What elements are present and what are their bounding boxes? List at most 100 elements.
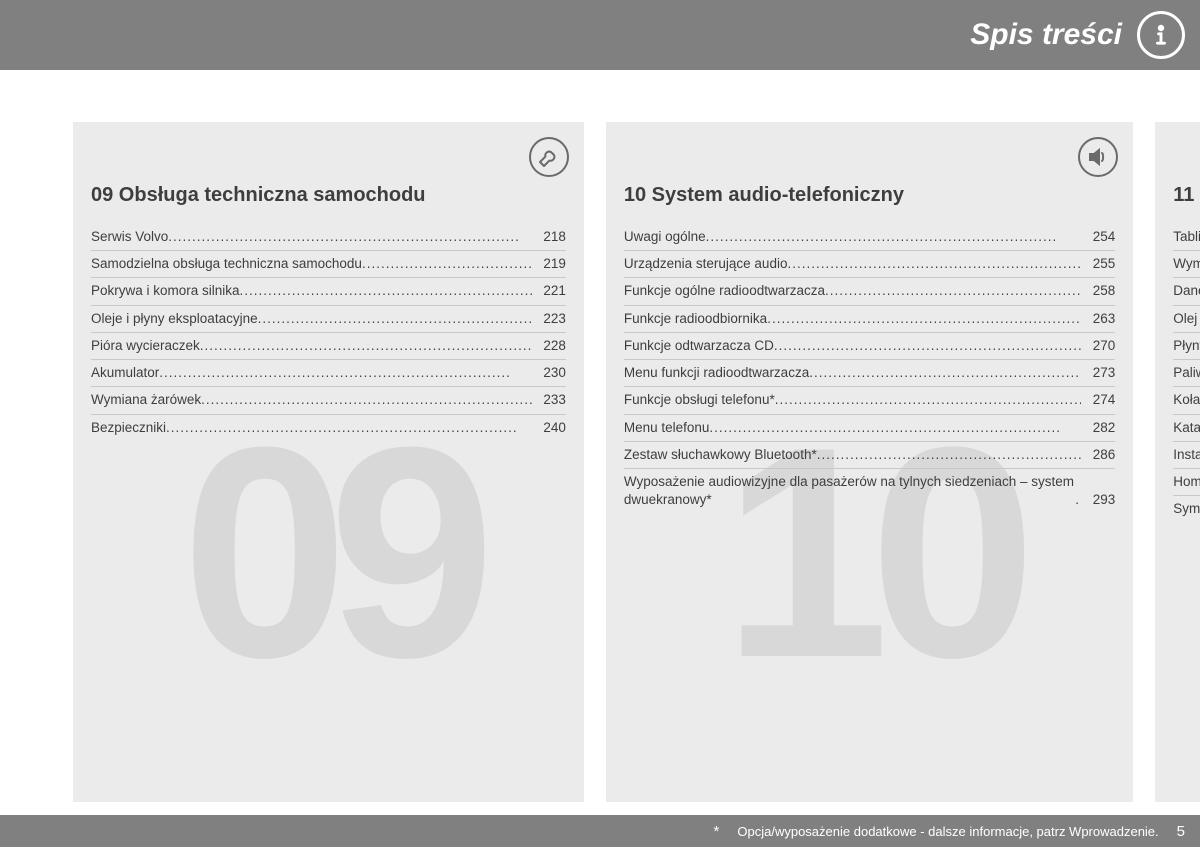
entry-label: Wymiary i masy xyxy=(1173,255,1200,273)
entry-page: 219 xyxy=(532,255,566,273)
entry-label: Homologacja xyxy=(1173,473,1200,491)
toc-entry: Olej silnikowy..........................… xyxy=(1173,306,1200,333)
entry-dots: ........................................… xyxy=(706,228,1082,246)
footnote-star: * xyxy=(714,823,720,840)
toc-entry: Urządzenia sterujące audio..............… xyxy=(624,251,1115,278)
toc-entry: Tabliczki znamionowe....................… xyxy=(1173,224,1200,251)
entry-dots: ........................................… xyxy=(775,391,1082,409)
toc-entry: Płyny i smary...........................… xyxy=(1173,333,1200,360)
section-title: 09 Obsługa techniczna samochodu xyxy=(91,182,566,208)
toc-entry: Pokrywa i komora silnika................… xyxy=(91,278,566,305)
entry-dots: ........................................… xyxy=(825,282,1081,300)
toc-entry: Katalizator.............................… xyxy=(1173,415,1200,442)
entry-label: Funkcje ogólne radioodtwarzacza xyxy=(624,282,825,300)
entry-page: 282 xyxy=(1081,419,1115,437)
entry-label: Funkcje radioodbiornika xyxy=(624,310,767,328)
entry-page: 218 xyxy=(532,228,566,246)
page-number: 5 xyxy=(1177,823,1185,840)
toc-entry: Funkcje obsługi telefonu*...............… xyxy=(624,387,1115,414)
columns-container: 09 09 Obsługa techniczna samochodu Serwis … xyxy=(73,122,1127,802)
toc-entries: Serwis Volvo............................… xyxy=(91,224,566,441)
entry-label: Symbole na wyświetlaczu xyxy=(1173,500,1200,518)
entry-label: Zestaw słuchawkowy Bluetooth* xyxy=(624,446,817,464)
entry-page: 293 xyxy=(1081,491,1115,509)
entry-page: 274 xyxy=(1081,391,1115,409)
toc-column: 09 09 Obsługa techniczna samochodu Serwis … xyxy=(73,122,584,802)
toc-entry: Wymiana żarówek.........................… xyxy=(91,387,566,414)
toc-entry: Wymiary i masy..........................… xyxy=(1173,251,1200,278)
entry-dots: ........................................… xyxy=(258,310,532,328)
info-icon xyxy=(1137,11,1185,59)
toc-column: 1010 System audio-telefonicznyUwagi ogól… xyxy=(606,122,1133,802)
toc-entry: Bezpieczniki............................… xyxy=(91,415,566,441)
entry-dots: ........................................… xyxy=(362,255,532,273)
entry-label: Tabliczki znamionowe xyxy=(1173,228,1200,246)
entry-page: 240 xyxy=(532,419,566,437)
toc-entries: Tabliczki znamionowe....................… xyxy=(1173,224,1200,522)
entry-label: Paliwo xyxy=(1173,364,1200,382)
toc-entry: Menu telefonu...........................… xyxy=(624,415,1115,442)
entry-page: 230 xyxy=(532,364,566,382)
toc-entry: Koła i opony, rozmiary i wartości ciśnie… xyxy=(1173,387,1200,414)
entry-label: Funkcje odtwarzacza CD xyxy=(624,337,774,355)
entry-label: Pokrywa i komora silnika xyxy=(91,282,240,300)
toc-entry: Wyposażenie audiowizyjne dla pasażerów n… xyxy=(624,469,1115,513)
section-title: 10 System audio-telefoniczny xyxy=(624,182,1115,208)
toc-entry: Paliwo..................................… xyxy=(1173,360,1200,387)
toc-entry: Homologacja.............................… xyxy=(1173,469,1200,496)
entry-label: Wymiana żarówek xyxy=(91,391,201,409)
entry-dots: ........................................… xyxy=(240,282,532,300)
entry-label: Menu funkcji radioodtwarzacza xyxy=(624,364,809,382)
entry-dots: ........................................… xyxy=(787,255,1081,273)
entry-page: 270 xyxy=(1081,337,1115,355)
entry-dots: ........................................… xyxy=(166,419,532,437)
entry-dots: ........................................… xyxy=(817,446,1082,464)
entry-page: 254 xyxy=(1081,228,1115,246)
entry-label: Dane techniczne silników xyxy=(1173,282,1200,300)
toc-entry: Serwis Volvo............................… xyxy=(91,224,566,251)
entry-dots: ........................................… xyxy=(200,337,532,355)
toc-column: 01 1000 111111 SpecyfikacjeTabliczki zna… xyxy=(1155,122,1200,802)
entry-label: Bezpieczniki xyxy=(91,419,166,437)
entry-page: 233 xyxy=(532,391,566,409)
entry-dots: ........................................… xyxy=(774,337,1081,355)
entry-label: Wyposażenie audiowizyjne dla pasażerów n… xyxy=(624,473,1075,509)
toc-entries: Uwagi ogólne............................… xyxy=(624,224,1115,513)
entry-dots: ........................................… xyxy=(159,364,532,382)
entry-label: Serwis Volvo xyxy=(91,228,168,246)
toc-entry: Akumulator..............................… xyxy=(91,360,566,387)
toc-entry: Uwagi ogólne............................… xyxy=(624,224,1115,251)
footnote-text: Opcja/wyposażenie dodatkowe - dalsze inf… xyxy=(737,824,1158,839)
entry-page: 255 xyxy=(1081,255,1115,273)
entry-label: Instalacja elektryczna xyxy=(1173,446,1200,464)
toc-entry: Funkcje ogólne radioodtwarzacza.........… xyxy=(624,278,1115,305)
header-title: Spis treści xyxy=(970,18,1122,52)
entry-dots: ........................................… xyxy=(168,228,532,246)
toc-entry: Funkcje odtwarzacza CD..................… xyxy=(624,333,1115,360)
toc-entry: Funkcje radioodbiornika.................… xyxy=(624,306,1115,333)
entry-page: 273 xyxy=(1081,364,1115,382)
toc-entry: Pióra wycieraczek.......................… xyxy=(91,333,566,360)
entry-page: 258 xyxy=(1081,282,1115,300)
toc-entry: Instalacja elektryczna..................… xyxy=(1173,442,1200,469)
entry-label: Płyny i smary xyxy=(1173,337,1200,355)
entry-label: Olej silnikowy xyxy=(1173,310,1200,328)
entry-dots: ........................................… xyxy=(201,391,532,409)
entry-label: Menu telefonu xyxy=(624,419,710,437)
entry-dots: ........................................… xyxy=(709,419,1081,437)
entry-label: Funkcje obsługi telefonu* xyxy=(624,391,775,409)
entry-label: Urządzenia sterujące audio xyxy=(624,255,788,273)
page-header: Spis treści xyxy=(0,0,1200,70)
toc-entry: Symbole na wyświetlaczu.................… xyxy=(1173,496,1200,522)
entry-dots: ........................................… xyxy=(767,310,1081,328)
section-title: 11 Specyfikacje xyxy=(1173,182,1200,208)
entry-page: 263 xyxy=(1081,310,1115,328)
toc-entry: Zestaw słuchawkowy Bluetooth*...........… xyxy=(624,442,1115,469)
entry-label: Uwagi ogólne xyxy=(624,228,706,246)
entry-label: Samodzielna obsługa techniczna samochodu xyxy=(91,255,362,273)
toc-entry: Menu funkcji radioodtwarzacza...........… xyxy=(624,360,1115,387)
entry-page: 221 xyxy=(532,282,566,300)
toc-entry: Dane techniczne silników................… xyxy=(1173,278,1200,305)
entry-page: 223 xyxy=(532,310,566,328)
watermark-number: 09 xyxy=(73,402,584,702)
